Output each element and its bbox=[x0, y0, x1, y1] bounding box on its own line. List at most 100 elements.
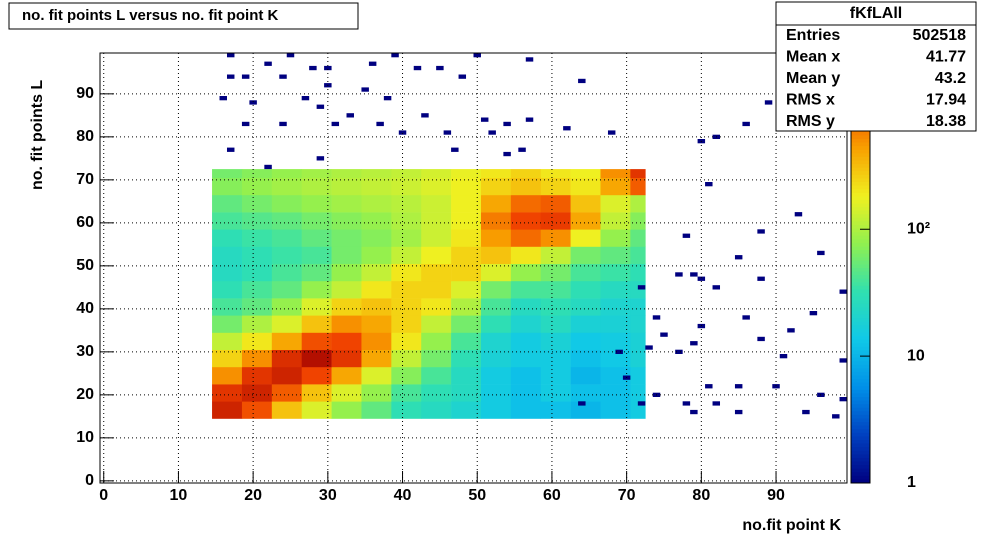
color-scale-step bbox=[851, 232, 870, 237]
cell bbox=[331, 332, 362, 350]
cell bbox=[301, 298, 332, 316]
color-scale-step bbox=[851, 429, 870, 434]
outlier-cell bbox=[473, 53, 481, 58]
outlier-cell bbox=[839, 289, 847, 294]
color-scale-step bbox=[851, 443, 870, 448]
cell bbox=[600, 332, 631, 350]
cell bbox=[451, 349, 482, 368]
color-scale-step bbox=[851, 350, 870, 355]
x-tick-label: 20 bbox=[244, 487, 262, 504]
outlier-cell bbox=[241, 74, 250, 79]
outlier-cell bbox=[443, 130, 452, 135]
cell bbox=[212, 332, 243, 350]
color-scale-step bbox=[851, 379, 870, 384]
outlier-cell bbox=[264, 164, 272, 170]
outlier-cell bbox=[757, 336, 765, 342]
cell bbox=[241, 315, 273, 333]
outlier-cell bbox=[480, 117, 489, 122]
cell bbox=[480, 401, 512, 419]
cell bbox=[600, 384, 631, 402]
cell bbox=[331, 194, 362, 213]
color-scale-step bbox=[851, 386, 870, 391]
outlier-cell bbox=[518, 147, 526, 152]
outlier-cell bbox=[764, 100, 773, 105]
cell bbox=[241, 349, 273, 368]
cell bbox=[331, 212, 362, 230]
y-tick-label: 0 bbox=[85, 472, 94, 489]
x-tick-label: 30 bbox=[319, 487, 337, 504]
cell bbox=[510, 194, 542, 213]
color-scale-step bbox=[851, 171, 870, 176]
cell bbox=[301, 384, 332, 402]
stats-title: fKfLAll bbox=[850, 5, 902, 22]
x-tick-label: 40 bbox=[394, 487, 412, 504]
cell bbox=[301, 401, 332, 419]
outlier-cell bbox=[734, 255, 743, 260]
cell bbox=[510, 246, 542, 264]
cell bbox=[540, 366, 571, 385]
color-scale-step bbox=[851, 196, 870, 201]
cell bbox=[540, 229, 571, 247]
outlier-cell bbox=[637, 285, 646, 290]
y-tick-label: 60 bbox=[76, 214, 94, 231]
cell bbox=[570, 263, 601, 282]
outlier-cell bbox=[316, 104, 325, 109]
cell bbox=[301, 246, 332, 264]
heatmap bbox=[212, 53, 847, 419]
cell bbox=[480, 194, 512, 213]
cell bbox=[331, 349, 362, 368]
cell bbox=[241, 246, 273, 264]
cell bbox=[630, 401, 646, 419]
outlier-cell bbox=[316, 156, 325, 161]
color-scale-step bbox=[851, 336, 870, 341]
cell bbox=[361, 298, 392, 316]
cell bbox=[451, 298, 482, 316]
color-scale-step bbox=[851, 465, 870, 470]
cell bbox=[510, 263, 542, 282]
cell bbox=[391, 263, 422, 282]
cell bbox=[271, 177, 302, 196]
cell bbox=[391, 366, 422, 385]
cell bbox=[271, 401, 302, 419]
cell bbox=[570, 246, 601, 264]
cell bbox=[301, 194, 332, 213]
outlier-cell bbox=[697, 276, 706, 281]
color-scale-step bbox=[851, 318, 870, 323]
cell bbox=[510, 229, 542, 247]
cell bbox=[331, 401, 362, 419]
color-scale-step bbox=[851, 131, 870, 136]
outlier-cell bbox=[794, 212, 803, 217]
x-tick-label: 0 bbox=[99, 487, 108, 504]
title-box bbox=[8, 2, 359, 30]
cell bbox=[361, 366, 392, 385]
color-scale-step bbox=[851, 454, 870, 459]
outlier-cell bbox=[226, 74, 235, 79]
cell bbox=[480, 366, 512, 385]
x-tick-label: 10 bbox=[170, 487, 188, 504]
cell bbox=[391, 401, 422, 419]
color-scale-step bbox=[851, 397, 870, 402]
outlier-cell bbox=[615, 349, 623, 354]
color-scale-step bbox=[851, 235, 870, 240]
cell bbox=[301, 349, 332, 368]
cell bbox=[331, 280, 362, 299]
cell bbox=[331, 169, 362, 178]
color-scale-step bbox=[851, 275, 870, 280]
outlier-cell bbox=[279, 121, 287, 127]
y-tick-label: 70 bbox=[76, 171, 94, 188]
cell bbox=[451, 229, 482, 247]
cell bbox=[510, 177, 542, 196]
cell bbox=[361, 246, 392, 264]
cell bbox=[421, 280, 452, 299]
color-scale-step bbox=[851, 422, 870, 427]
outlier-cell bbox=[578, 401, 586, 406]
cell bbox=[421, 246, 452, 264]
cell bbox=[391, 349, 422, 368]
color-scale-step bbox=[851, 293, 870, 298]
outlier-cell bbox=[607, 130, 616, 135]
y-axis-label: no. fit points L bbox=[29, 80, 46, 190]
cell bbox=[301, 366, 332, 385]
color-scale-step bbox=[851, 192, 870, 197]
cell bbox=[212, 298, 243, 316]
color-scale-step bbox=[851, 389, 870, 394]
